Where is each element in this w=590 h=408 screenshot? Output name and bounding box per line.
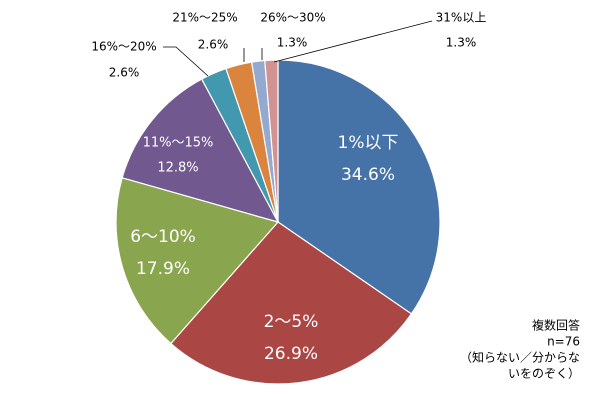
- slice-label: 16%～20%: [91, 40, 156, 54]
- value-label: 12.8%: [157, 161, 198, 176]
- value-label: 2.6%: [198, 38, 229, 52]
- note: n=76: [547, 335, 580, 349]
- pie-slice: [115, 177, 280, 345]
- slice-label: 26%～30%: [260, 11, 325, 25]
- value-label: 1.3%: [277, 36, 308, 50]
- leader-line: [273, 20, 433, 63]
- value-label: 1.3%: [446, 36, 477, 50]
- slice-label: 1%以下: [338, 133, 399, 153]
- leader-lines: [163, 20, 433, 77]
- note: 複数回答: [532, 318, 580, 333]
- pie-slice: [170, 221, 413, 385]
- slice-label: 31%以上: [436, 11, 487, 25]
- pie-slice: [264, 59, 279, 223]
- value-label: 17.9%: [136, 259, 190, 279]
- value-label: 26.9%: [264, 344, 318, 364]
- value-label: 34.6%: [341, 165, 395, 185]
- leader-line: [163, 46, 209, 77]
- pie-slice: [121, 78, 280, 223]
- note: いをのぞく）: [508, 367, 580, 381]
- slice-label: 21%～25%: [172, 11, 237, 25]
- value-label: 2.6%: [109, 66, 140, 80]
- pie-slice: [277, 59, 441, 315]
- slice-label: 2～5%: [264, 312, 319, 332]
- note: （知らない／分からな: [460, 351, 580, 365]
- slice-label: 11%～15%: [143, 136, 214, 151]
- slice-label: 6～10%: [130, 227, 196, 247]
- pie: [115, 59, 441, 385]
